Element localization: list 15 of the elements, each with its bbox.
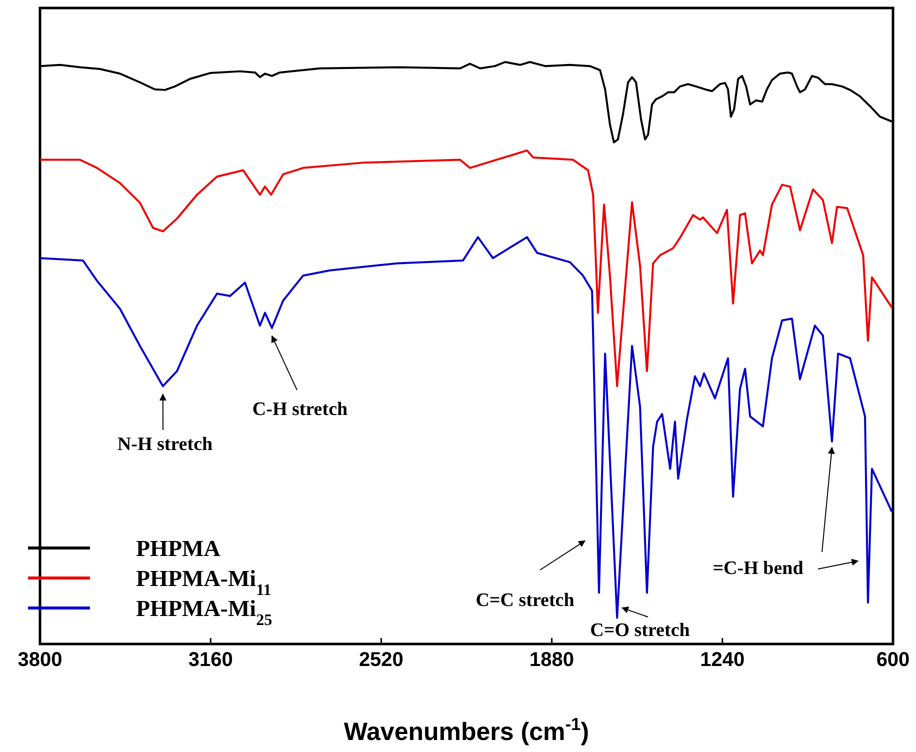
x-tick-label: 1240	[700, 649, 745, 671]
x-tick-label: 3160	[188, 649, 233, 671]
legend-label: PHPMA-Mi$_{25}$	[136, 596, 272, 628]
annotation: N-H stretch	[117, 434, 214, 455]
x-tick-label: 3800	[18, 649, 62, 671]
annotation: =C-H bend	[712, 558, 804, 579]
x-axis-title: Wavenumbers (cm$^{-1}$)	[344, 714, 590, 746]
annotation: C=O stretch	[590, 620, 690, 641]
legend-label: PHPMA-Mi$_{11}$	[136, 566, 272, 598]
x-tick-label: 600	[876, 649, 910, 671]
legend-label: PHPMA	[136, 536, 221, 561]
x-tick-label: 1880	[530, 649, 574, 671]
annotation: C-H stretch	[252, 399, 348, 420]
annotation: C=C stretch	[476, 590, 575, 611]
x-tick-label: 2520	[358, 649, 404, 671]
